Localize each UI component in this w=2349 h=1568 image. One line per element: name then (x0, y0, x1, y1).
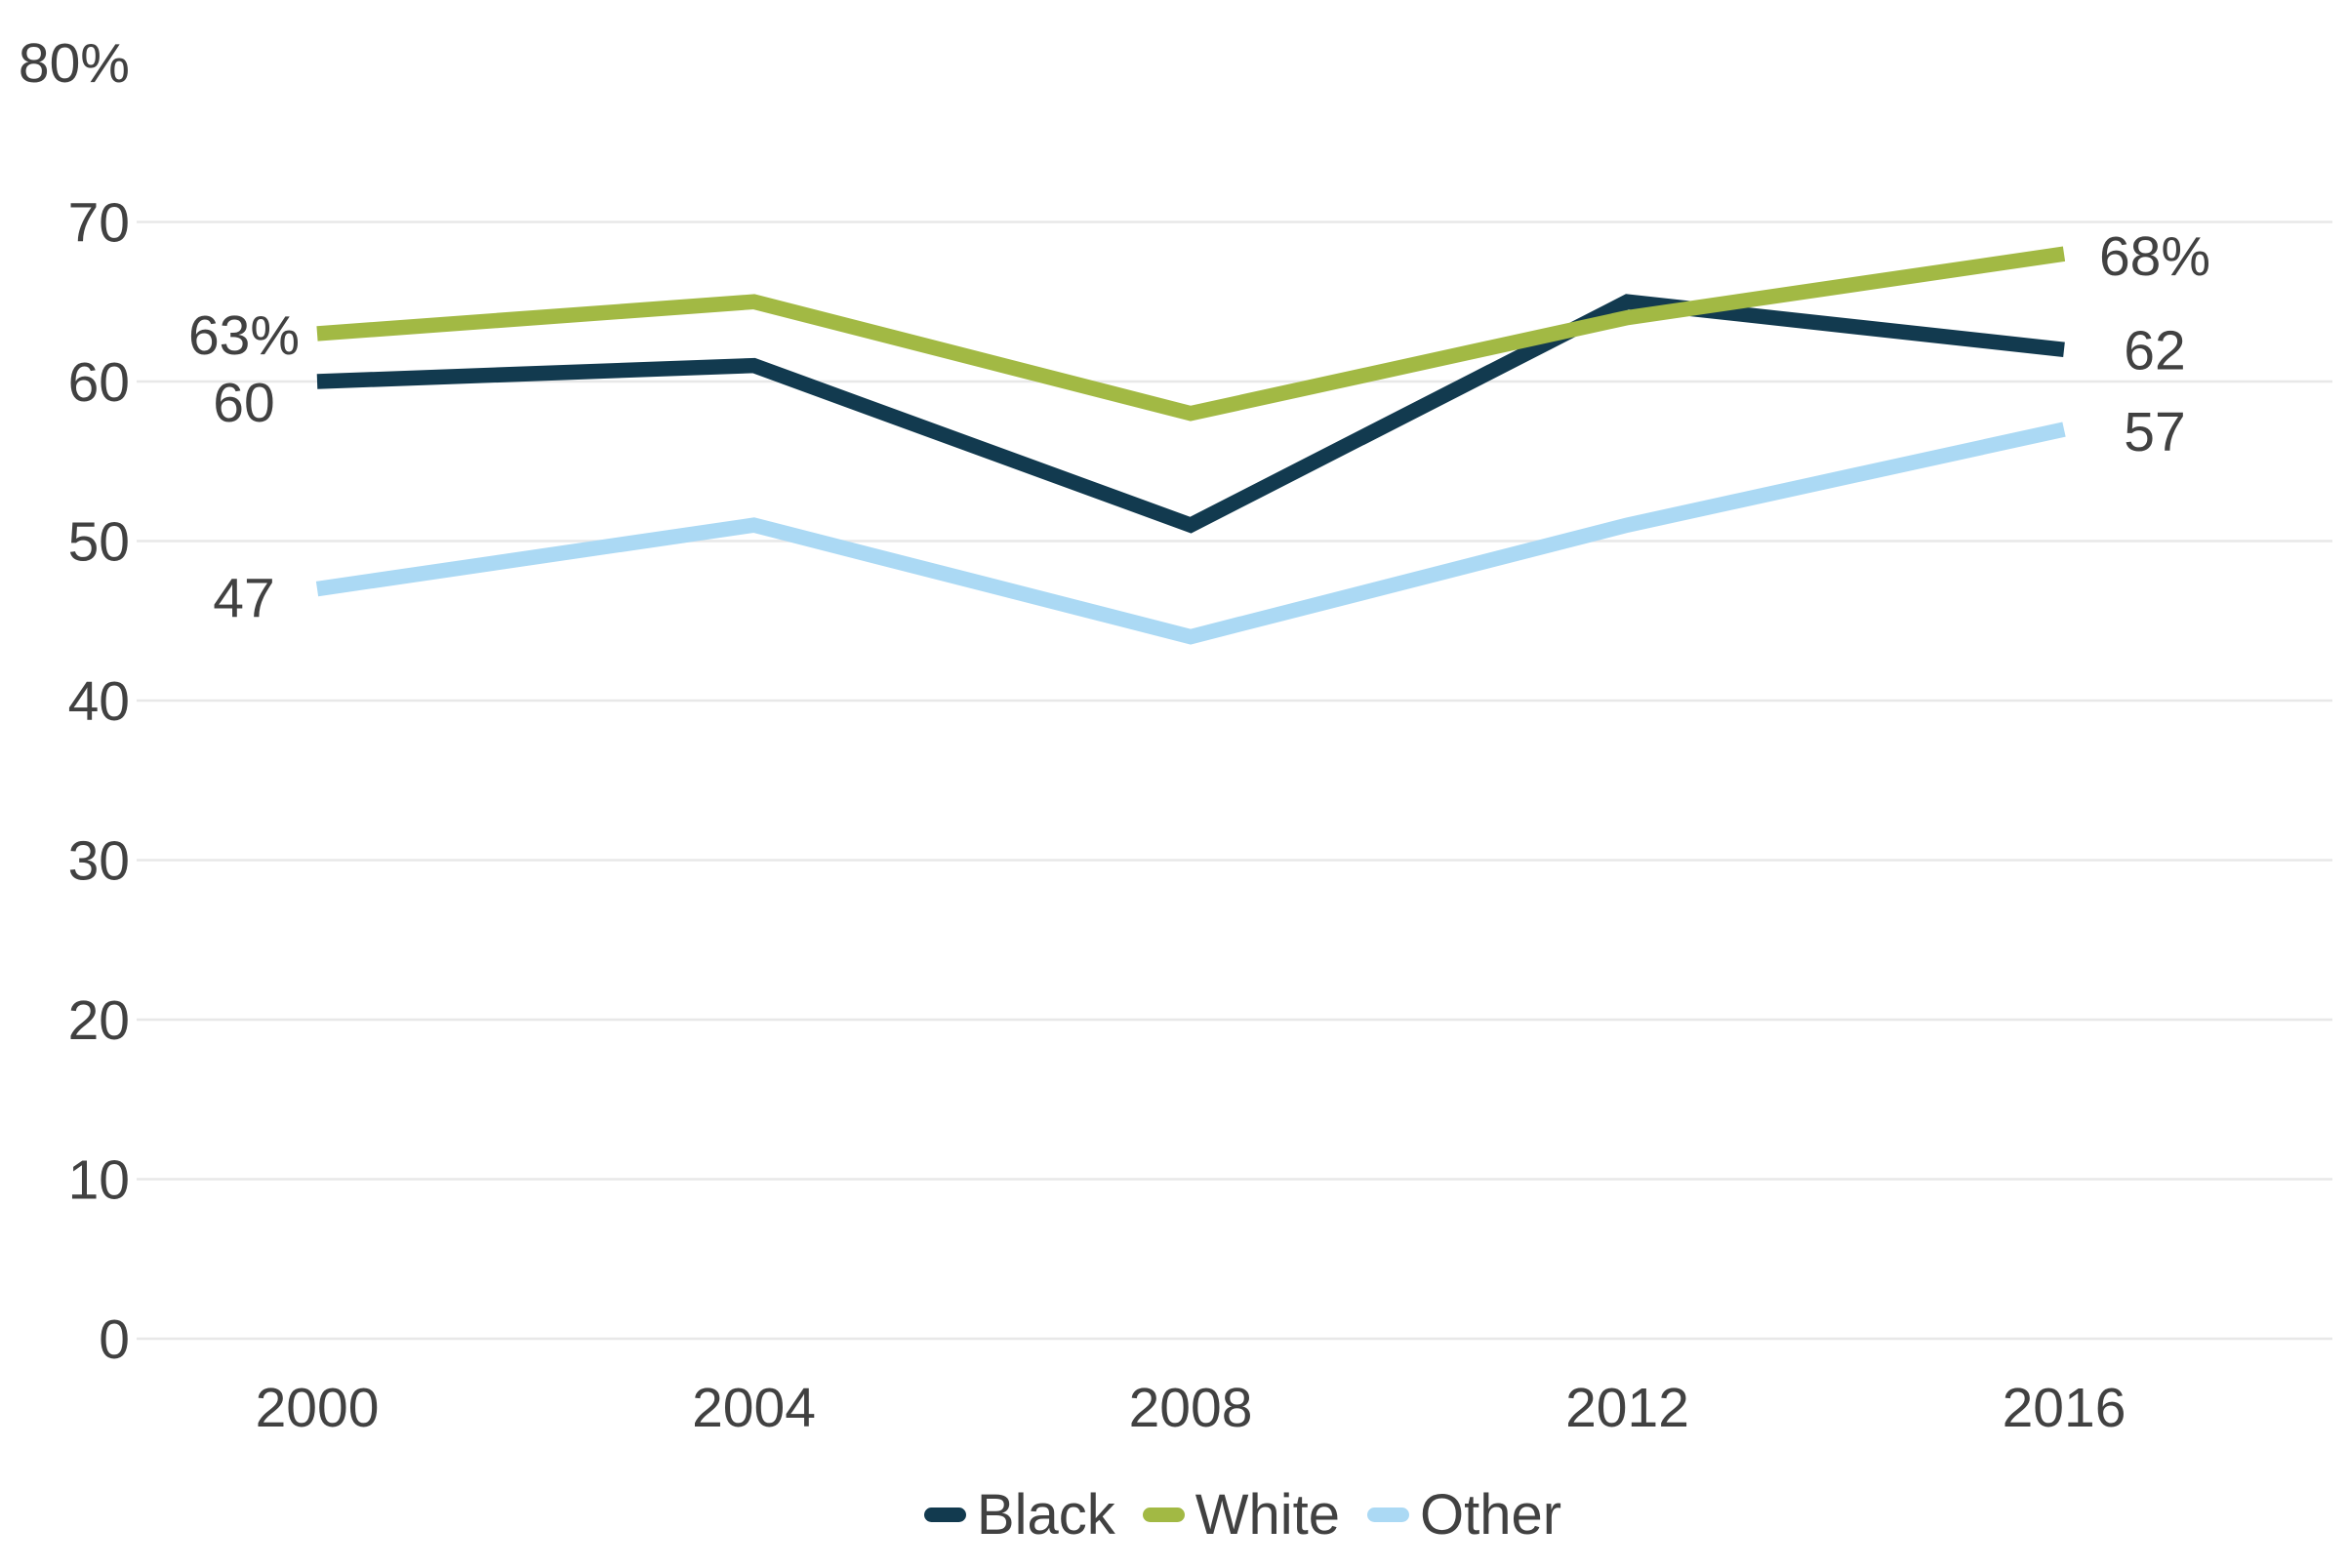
y-tick-label-70: 70 (68, 192, 130, 255)
data-label-black-end: 62 (2124, 319, 2185, 382)
legend-swatch-other (1367, 1507, 1410, 1522)
series-line-white (316, 246, 2066, 422)
x-tick-label-2008: 2008 (1129, 1377, 1253, 1439)
y-tick-label-30: 30 (68, 830, 130, 893)
y-tick-label-0: 0 (99, 1308, 130, 1371)
y-tick-label-50: 50 (68, 511, 130, 574)
y-tick-label-40: 40 (68, 670, 130, 733)
x-tick-label-2004: 2004 (692, 1377, 816, 1439)
data-label-white-end: 68% (2099, 225, 2210, 288)
data-label-white-start: 63% (188, 304, 300, 367)
y-tick-label-10: 10 (68, 1149, 130, 1212)
x-tick-label-2000: 2000 (256, 1377, 380, 1439)
legend-swatch-white (1142, 1507, 1185, 1522)
legend-item-other: Other (1367, 1482, 1561, 1548)
legend-item-black: Black (923, 1482, 1115, 1548)
data-label-black-start: 60 (213, 372, 274, 434)
legend-label-other: Other (1420, 1482, 1562, 1547)
y-tick-label-60: 60 (68, 351, 130, 414)
x-tick-label-2016: 2016 (2003, 1377, 2126, 1439)
x-tick-label-2012: 2012 (1565, 1377, 1689, 1439)
data-label-other-end: 57 (2124, 401, 2185, 463)
legend-label-black: Black (976, 1482, 1115, 1547)
legend-item-white: White (1142, 1482, 1341, 1548)
legend-label-white: White (1195, 1482, 1341, 1547)
data-label-other-start: 47 (213, 568, 274, 630)
y-tick-label-80: 80% (19, 32, 130, 95)
legend-swatch-black (923, 1507, 966, 1522)
y-tick-label-20: 20 (68, 989, 130, 1052)
series-line-other (315, 422, 2066, 645)
legend: Black White Other (0, 1475, 2349, 1553)
series-line-black (316, 294, 2065, 534)
